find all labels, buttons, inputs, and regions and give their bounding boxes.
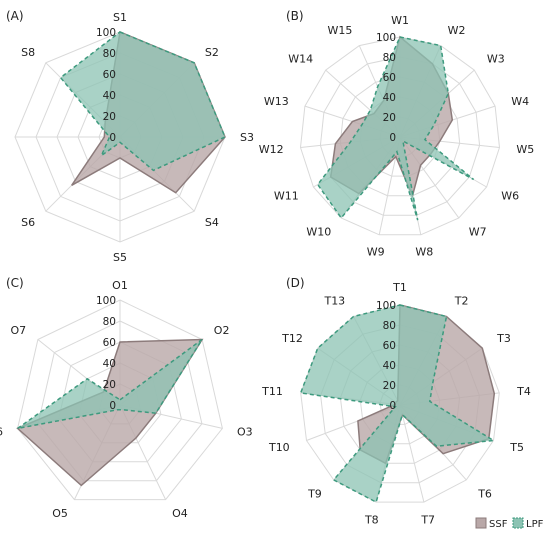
tick-label: 60 — [103, 69, 116, 81]
category-label: S6 — [21, 216, 35, 229]
category-label: T5 — [509, 441, 524, 454]
tick-label: 40 — [103, 90, 116, 102]
tick-label: 0 — [109, 400, 116, 412]
category-label: W10 — [306, 226, 331, 239]
category-label: T13 — [323, 295, 345, 308]
tick-label: 20 — [383, 380, 396, 392]
tick-label: 20 — [383, 112, 396, 124]
tick-label: 60 — [383, 340, 396, 352]
category-label: W8 — [415, 245, 433, 258]
category-label: T8 — [364, 514, 379, 527]
category-label: T3 — [496, 332, 511, 345]
category-label: S5 — [113, 251, 127, 264]
category-label: W4 — [511, 95, 529, 108]
category-label: S8 — [21, 46, 35, 59]
category-label: T4 — [516, 385, 531, 398]
panel-label-a: (A) — [6, 9, 24, 23]
category-label: T7 — [420, 514, 435, 527]
tick-label: 20 — [103, 111, 116, 123]
tick-label: 80 — [383, 52, 396, 64]
category-label: T6 — [477, 487, 492, 500]
tick-label: 80 — [103, 316, 116, 328]
radar-panel-d: (D) 0 20 40 60 80 100 T1 T2 T3 T4 T5 T6 T7 T8 T9 T10 T11… — [261, 276, 531, 527]
category-label: T10 — [268, 441, 290, 454]
category-label: W9 — [367, 245, 385, 258]
category-label: T2 — [454, 295, 469, 308]
series-area-lpf — [299, 304, 496, 504]
grid-ring — [37, 320, 203, 482]
tick-label: 80 — [103, 48, 116, 60]
tick-label: 40 — [103, 358, 116, 370]
category-label: O4 — [172, 507, 188, 520]
category-label: O6 — [0, 426, 3, 439]
tick-label: 100 — [376, 300, 396, 312]
series-area-lpf — [17, 338, 203, 430]
category-label: W7 — [469, 226, 487, 239]
series-area-lpf — [316, 36, 475, 221]
tick-label: 100 — [376, 32, 396, 44]
category-label: O5 — [52, 507, 68, 520]
tick-label: 20 — [103, 379, 116, 391]
category-label: O2 — [214, 324, 230, 337]
grid-ring — [319, 56, 481, 216]
category-label: S4 — [205, 216, 219, 229]
category-label: S1 — [113, 11, 127, 24]
tick-label: 100 — [96, 295, 116, 307]
grid-ring — [17, 299, 223, 501]
category-label: W5 — [516, 143, 534, 156]
category-label: W6 — [501, 190, 519, 203]
category-label: O1 — [112, 279, 128, 292]
legend-swatch-lpf — [512, 517, 524, 529]
legend-label-lpf: LPF — [526, 519, 544, 530]
tick-label: 40 — [383, 360, 396, 372]
tick-label: 80 — [383, 320, 396, 332]
panel-label-b: (B) — [286, 9, 304, 23]
tick-label: 60 — [383, 72, 396, 84]
panel-label-d: (D) — [286, 276, 305, 290]
category-label: W3 — [487, 53, 505, 66]
legend-label-ssf: SSF — [489, 519, 508, 530]
category-label: T1 — [392, 281, 407, 294]
tick-label: 60 — [103, 337, 116, 349]
radar-panel-b: (B) 0 20 40 60 80 100 W1 W2 W3 W4 W5 W6 W7 W8 W9 W10 W11… — [259, 9, 535, 258]
category-label: O7 — [11, 324, 27, 337]
category-label: O3 — [237, 426, 253, 439]
category-label: W14 — [288, 53, 313, 66]
radar-panel-a: (A) 020406080100S1S2S3S4S5S6S7S8 — [6, 9, 254, 264]
radar-panel-c: (C) 0 20 40 60 80 100 O1 O2 O3 O4 O5 O6 O7 — [0, 276, 253, 520]
tick-label: 0 — [109, 132, 116, 144]
category-label: W1 — [391, 14, 409, 27]
category-label: W11 — [274, 190, 299, 203]
category-label: W13 — [264, 95, 289, 108]
grid-ring — [300, 304, 500, 503]
category-label: T9 — [307, 487, 322, 500]
legend-swatch-ssf — [475, 517, 487, 529]
series-area-lpf — [59, 31, 226, 172]
category-label: W15 — [328, 24, 353, 37]
tick-label: 0 — [389, 132, 396, 144]
tick-label: 100 — [96, 27, 116, 39]
panel-label-c: (C) — [6, 276, 24, 290]
category-label: W12 — [259, 143, 284, 156]
category-label: W2 — [448, 24, 466, 37]
category-label: T12 — [281, 332, 303, 345]
grid-spoke — [399, 404, 425, 503]
tick-label: 0 — [389, 400, 396, 412]
category-label: S2 — [205, 46, 219, 59]
legend: SSF LPF — [475, 517, 544, 530]
grid-ring — [299, 36, 501, 236]
category-label: S3 — [240, 131, 254, 144]
tick-label: 40 — [383, 92, 396, 104]
category-label: T11 — [261, 385, 283, 398]
